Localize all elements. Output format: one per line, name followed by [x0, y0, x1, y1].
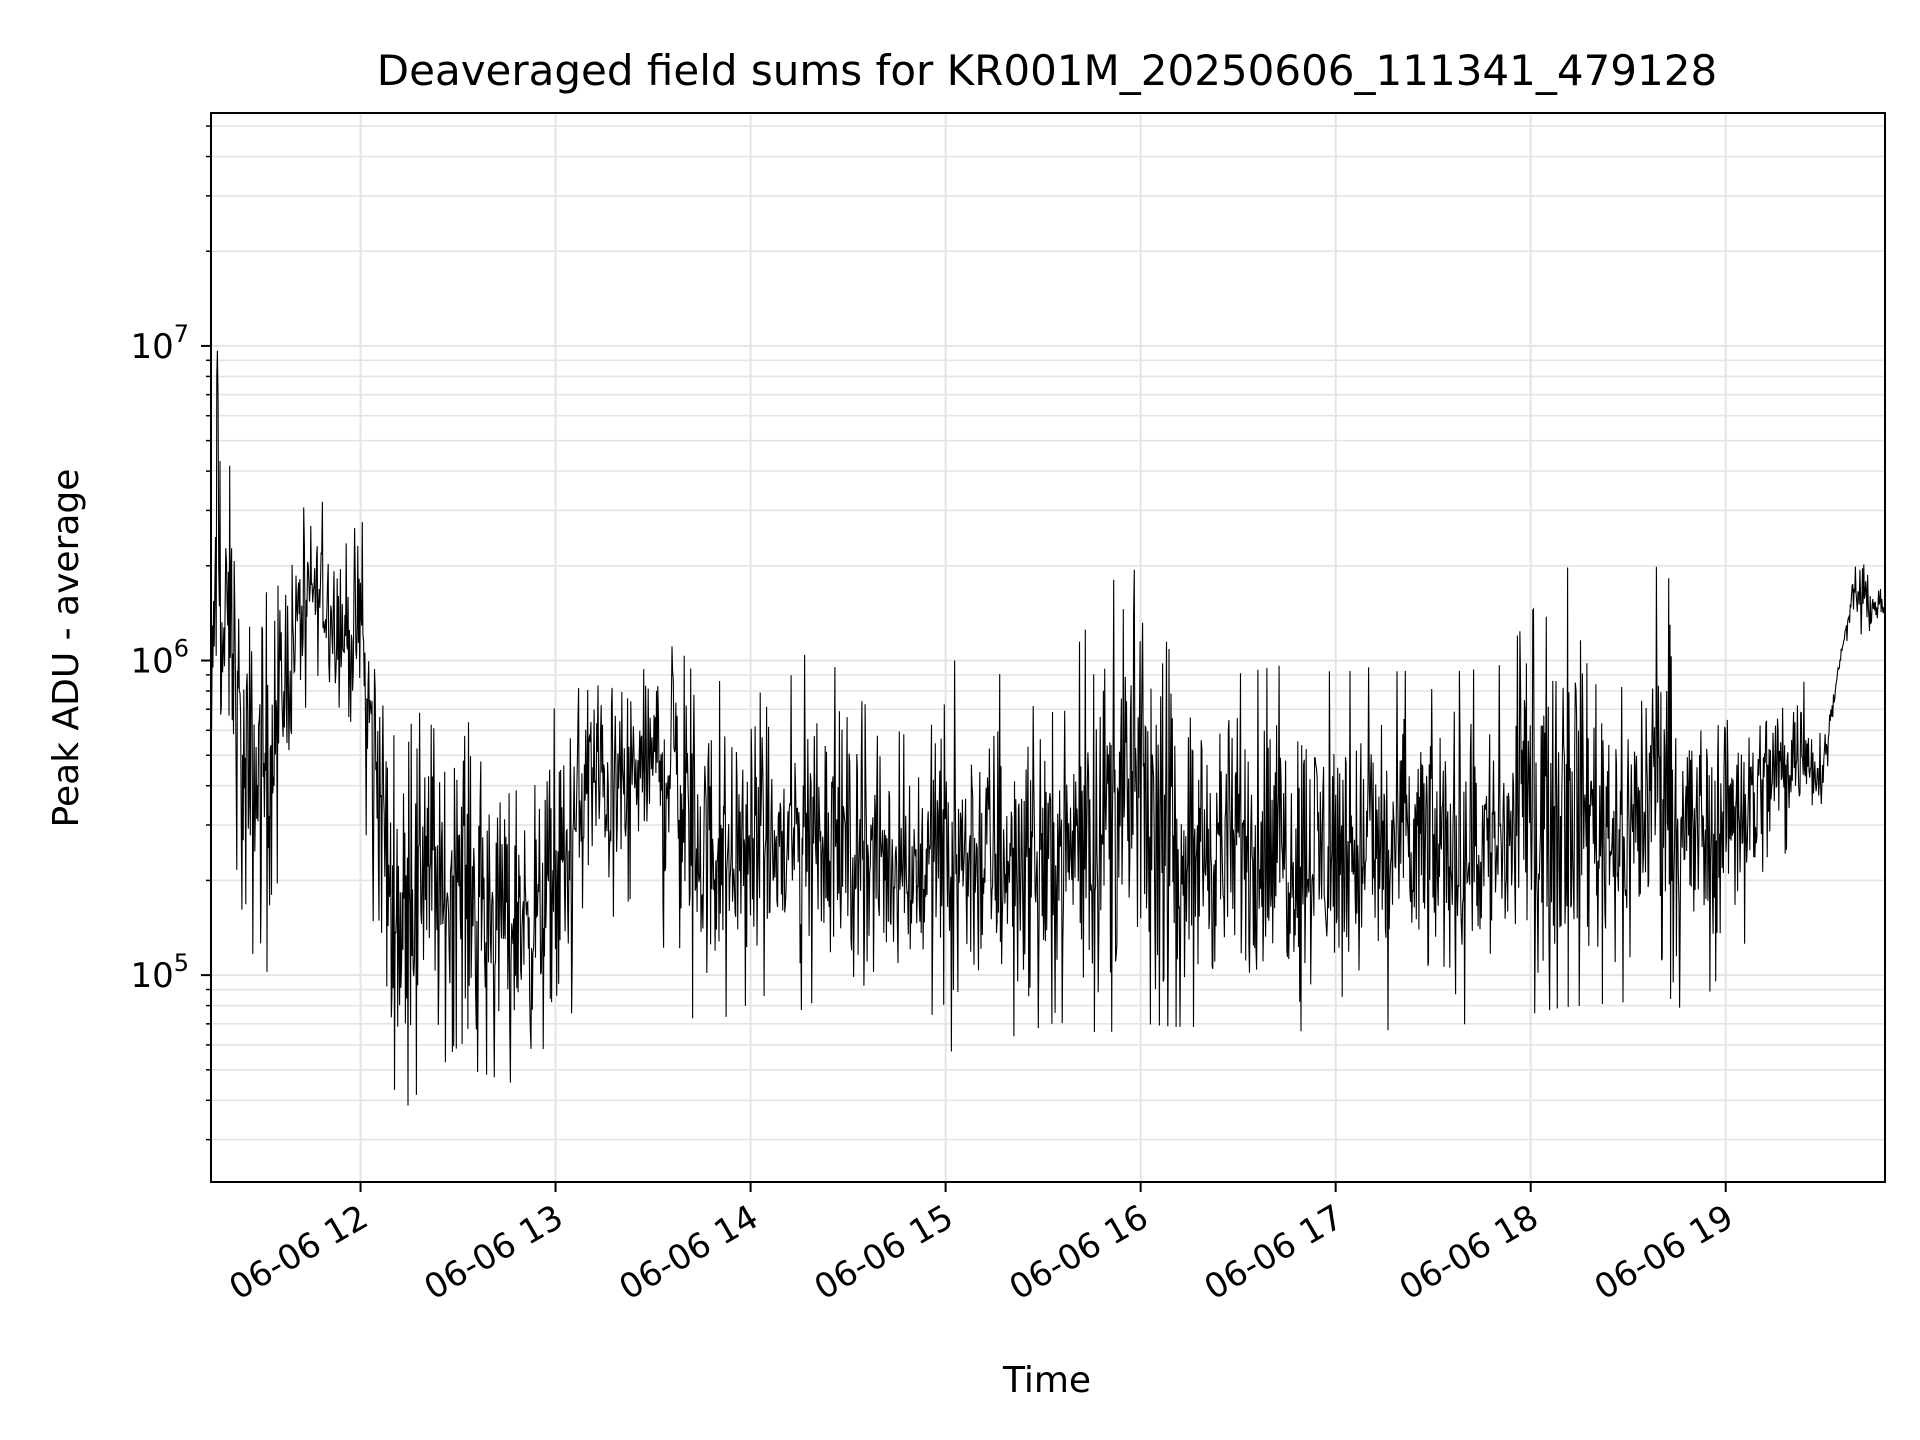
series-line: [210, 350, 1886, 1106]
plot-frame: [210, 112, 1886, 1183]
y-tick-label: 107: [130, 320, 189, 367]
y-axis: 105 106 107: [130, 125, 211, 1141]
y-tick-label: 105: [130, 949, 189, 996]
y-tick-label: 106: [130, 635, 189, 682]
grid: [211, 113, 1885, 1182]
x-axis-label: Time: [1002, 1360, 1091, 1401]
data-series: [210, 350, 1886, 1106]
y-axis-label: Peak ADU - average: [46, 469, 87, 828]
chart-title: Deaveraged field sums for KR001M_2025060…: [377, 46, 1717, 95]
